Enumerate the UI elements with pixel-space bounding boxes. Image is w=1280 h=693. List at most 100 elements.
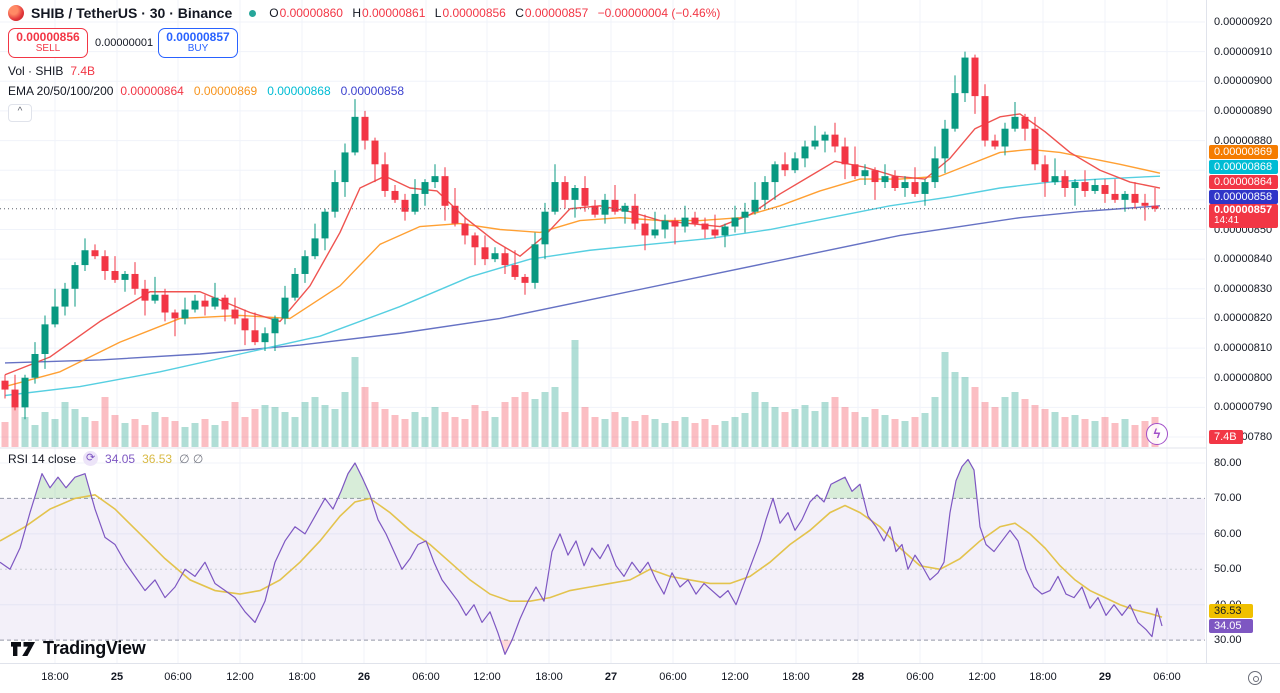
price-axis-label: 0.00000890 xyxy=(1214,104,1273,117)
volume-bar xyxy=(881,415,889,447)
timezone-clock-icon[interactable] xyxy=(1248,671,1262,685)
candle-down xyxy=(511,265,519,277)
candle xyxy=(161,288,169,322)
candle-up xyxy=(301,256,309,274)
rsi-ma-line xyxy=(0,494,1163,618)
candle xyxy=(351,99,359,156)
volume-bar xyxy=(1131,425,1139,447)
symbol-header[interactable]: SHIB / TetherUS · 30 · Binance O 0.000008… xyxy=(8,5,720,21)
candle xyxy=(611,185,619,215)
candle-up xyxy=(41,324,49,355)
open-label: O xyxy=(269,6,279,20)
volume-bar xyxy=(481,411,489,447)
candle xyxy=(1,374,9,399)
rsi-legend[interactable]: RSI 14 close ⟳ 34.05 36.53 ∅ ∅ xyxy=(8,451,203,466)
boost-lightning-icon[interactable]: ϟ xyxy=(1146,423,1168,445)
volume-bar xyxy=(271,407,279,447)
candle xyxy=(1091,179,1099,194)
volume-bar xyxy=(311,397,319,447)
candle xyxy=(421,179,429,206)
volume-bar xyxy=(801,405,809,447)
candle-up xyxy=(651,229,659,236)
collapse-legend-button[interactable]: ^ xyxy=(8,104,32,122)
buy-button[interactable]: 0.00000857 BUY xyxy=(158,28,238,58)
volume-bar xyxy=(601,419,609,447)
volume-bar xyxy=(641,415,649,447)
volume-bar xyxy=(121,423,129,447)
candle xyxy=(1011,102,1019,132)
volume-bar xyxy=(961,377,969,447)
volume-bar xyxy=(1051,412,1059,447)
volume-bar xyxy=(1061,417,1069,447)
ema-legend[interactable]: EMA 20/50/100/200 0.00000864 0.00000869 0.… xyxy=(8,84,404,98)
candle-down xyxy=(1031,128,1039,165)
time-axis[interactable] xyxy=(0,663,1280,693)
candle-up xyxy=(721,226,729,236)
time-axis-label: 18:00 xyxy=(535,671,563,683)
candle xyxy=(131,262,139,295)
time-axis-label: 18:00 xyxy=(1029,671,1057,683)
candle-up xyxy=(751,199,759,212)
candle xyxy=(111,256,119,283)
rsi-overbought-fill xyxy=(813,494,821,499)
candle xyxy=(581,176,589,212)
tradingview-watermark[interactable]: TradingView xyxy=(10,638,146,659)
candle xyxy=(321,208,329,251)
volume-bar xyxy=(221,421,229,447)
candle-up xyxy=(291,273,299,298)
volume-legend[interactable]: Vol · SHIB 7.4B xyxy=(8,64,95,78)
candle xyxy=(241,309,249,346)
candle xyxy=(381,152,389,197)
candle-down xyxy=(481,247,489,260)
symbol-title[interactable]: SHIB / TetherUS · 30 · Binance xyxy=(31,5,233,21)
candle xyxy=(81,238,89,272)
buy-label: BUY xyxy=(187,43,209,54)
candle-up xyxy=(881,176,889,183)
candle xyxy=(151,276,159,304)
candle xyxy=(1071,179,1079,206)
candle-down xyxy=(851,164,859,177)
price-axis-label: 0.00000840 xyxy=(1214,253,1273,266)
volume-bar xyxy=(141,425,149,447)
candle xyxy=(761,176,769,209)
candle xyxy=(921,179,929,206)
candle-up xyxy=(61,288,69,307)
rsi-empty-inputs: ∅ ∅ xyxy=(179,451,204,466)
low-value: 0.00000856 xyxy=(442,6,506,20)
time-axis-label: 06:00 xyxy=(1153,671,1181,683)
candle-down xyxy=(1021,116,1029,129)
volume-bar xyxy=(1091,421,1099,447)
price-scale-badge: 0.00000868 xyxy=(1209,160,1278,174)
candle-down xyxy=(911,182,919,194)
candle-up xyxy=(661,220,669,230)
candle xyxy=(501,247,509,274)
volume-bar xyxy=(581,407,589,447)
rsi-refresh-icon[interactable]: ⟳ xyxy=(83,451,99,466)
market-status-icon xyxy=(249,9,257,17)
volume-legend-title: Vol · SHIB xyxy=(8,64,64,78)
volume-bar xyxy=(31,425,39,447)
candle-up xyxy=(791,158,799,171)
volume-bar xyxy=(691,423,699,447)
time-axis-label: 06:00 xyxy=(412,671,440,683)
trade-panel: 0.00000856 SELL 0.00000001 0.00000857 BU… xyxy=(8,28,238,58)
candle-down xyxy=(11,389,19,408)
ema-legend-value: 0.00000869 xyxy=(193,84,258,98)
candle xyxy=(851,146,859,180)
candle-down xyxy=(371,140,379,165)
candle-down xyxy=(221,297,229,310)
volume-bar xyxy=(851,412,859,447)
volume-bar xyxy=(361,387,369,447)
candle-down xyxy=(391,190,399,200)
sell-button[interactable]: 0.00000856 SELL xyxy=(8,28,88,58)
candle-down xyxy=(591,205,599,215)
candle xyxy=(1111,179,1119,203)
volume-bar xyxy=(111,415,119,447)
candle-up xyxy=(531,244,539,283)
time-axis-label: 25 xyxy=(110,671,124,683)
volume-bar xyxy=(821,402,829,447)
candle xyxy=(141,279,149,316)
price-axis[interactable] xyxy=(1206,0,1280,663)
volume-bar xyxy=(541,392,549,447)
